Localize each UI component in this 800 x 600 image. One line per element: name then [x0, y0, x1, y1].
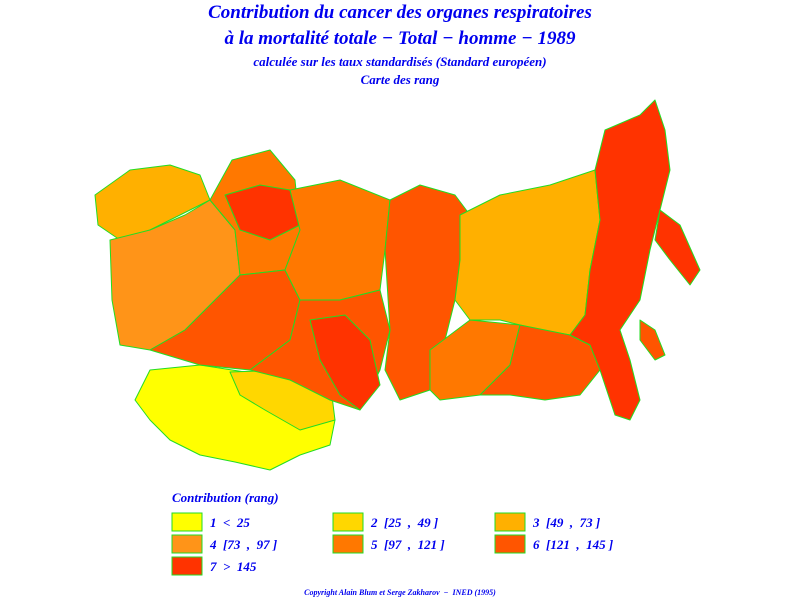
legend-swatch [171, 556, 203, 576]
map [94, 99, 701, 471]
region [309, 314, 381, 411]
region [569, 99, 671, 421]
legend-swatch [494, 534, 526, 554]
region [284, 179, 391, 301]
legend-label: 2 [25 , 49 ] [370, 515, 438, 530]
legend-label: 6 [121 , 145 ] [533, 537, 613, 552]
subtitle: calculée sur les taux standardisés (Stan… [253, 54, 546, 69]
region [639, 319, 666, 361]
copyright: Copyright Alain Blum et Serge Zakharov −… [304, 588, 496, 597]
map-kind: Carte des rang [361, 72, 440, 87]
legend-swatch [332, 512, 364, 532]
title: Contribution du cancer des organes respi… [208, 2, 592, 23]
legend-swatch [332, 534, 364, 554]
legend-swatch [171, 534, 203, 554]
legend-swatch [171, 512, 203, 532]
legend-label: 3 [49 , 73 ] [532, 515, 600, 530]
legend: 1 < 25 2 [25 , 49 ] 3 [49 , 73 ] 4 [73 , 97… [171, 512, 613, 576]
legend-swatch [494, 512, 526, 532]
region [94, 164, 211, 241]
legend-label: 7 > 145 [210, 559, 257, 574]
legend-label: 5 [97 , 121 ] [371, 537, 445, 552]
region [454, 169, 601, 336]
legend-title: Contribution (rang) [172, 490, 279, 505]
title: à la mortalité totale − Total − homme − … [224, 28, 576, 49]
legend-label: 1 < 25 [210, 515, 250, 530]
legend-label: 4 [73 , 97 ] [209, 537, 277, 552]
region [654, 209, 701, 286]
